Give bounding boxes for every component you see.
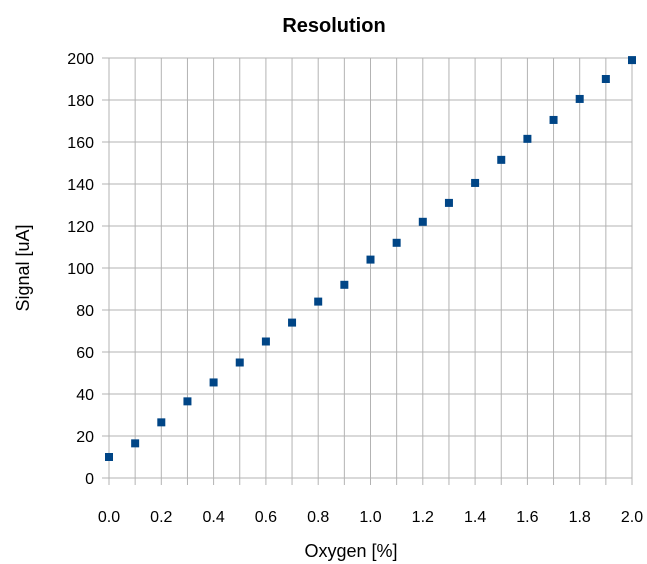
data-point [105,453,113,461]
data-point [340,280,349,289]
data-point [209,378,218,387]
data-point [549,115,558,124]
x-tick-label: 2.0 [621,509,643,526]
data-point [366,255,375,264]
y-tick-label: 160 [67,135,94,152]
y-tick-label: 100 [67,261,94,278]
data-point [157,418,166,427]
x-tick-label: 1.6 [516,509,538,526]
x-tick-label: 1.4 [464,509,486,526]
x-tick-label: 1.8 [569,509,591,526]
data-point [183,397,192,406]
data-point [628,56,636,65]
y-tick-label: 40 [76,387,94,404]
y-axis-label: Signal [uA] [13,224,33,311]
y-tick-label: 140 [67,177,94,194]
x-tick-label: 0.6 [255,509,277,526]
data-point [444,198,453,207]
data-point [497,155,506,164]
y-tick-label: 0 [85,471,94,488]
x-tick-label: 0.2 [150,509,172,526]
x-tick-label: 0.0 [98,509,120,526]
data-point [261,337,270,346]
data-point [235,358,244,367]
y-tick-label: 20 [76,429,94,446]
data-point [288,318,297,327]
x-tick-label: 1.2 [412,509,434,526]
x-axis-label: Oxygen [%] [304,541,397,561]
y-tick-label: 200 [67,51,94,68]
data-point [601,75,610,83]
data-point [131,439,140,448]
data-point [314,297,323,306]
x-tick-label: 1.0 [359,509,381,526]
axis-ticks: 0 20 40 60 80 100 120 140 160 180 200 0.0 0.2 0.4 0.6 0… [67,51,643,526]
data-point [523,134,532,143]
data-point [392,238,401,247]
data-points [105,56,636,461]
y-tick-label: 80 [76,303,94,320]
data-point [418,217,427,226]
x-tick-label: 0.8 [307,509,329,526]
data-point [575,94,584,103]
y-tick-label: 120 [67,219,94,236]
chart-title: Resolution [282,15,385,37]
x-tick-label: 0.4 [202,509,224,526]
y-tick-label: 60 [76,345,94,362]
data-point [471,178,480,187]
y-tick-label: 180 [67,93,94,110]
